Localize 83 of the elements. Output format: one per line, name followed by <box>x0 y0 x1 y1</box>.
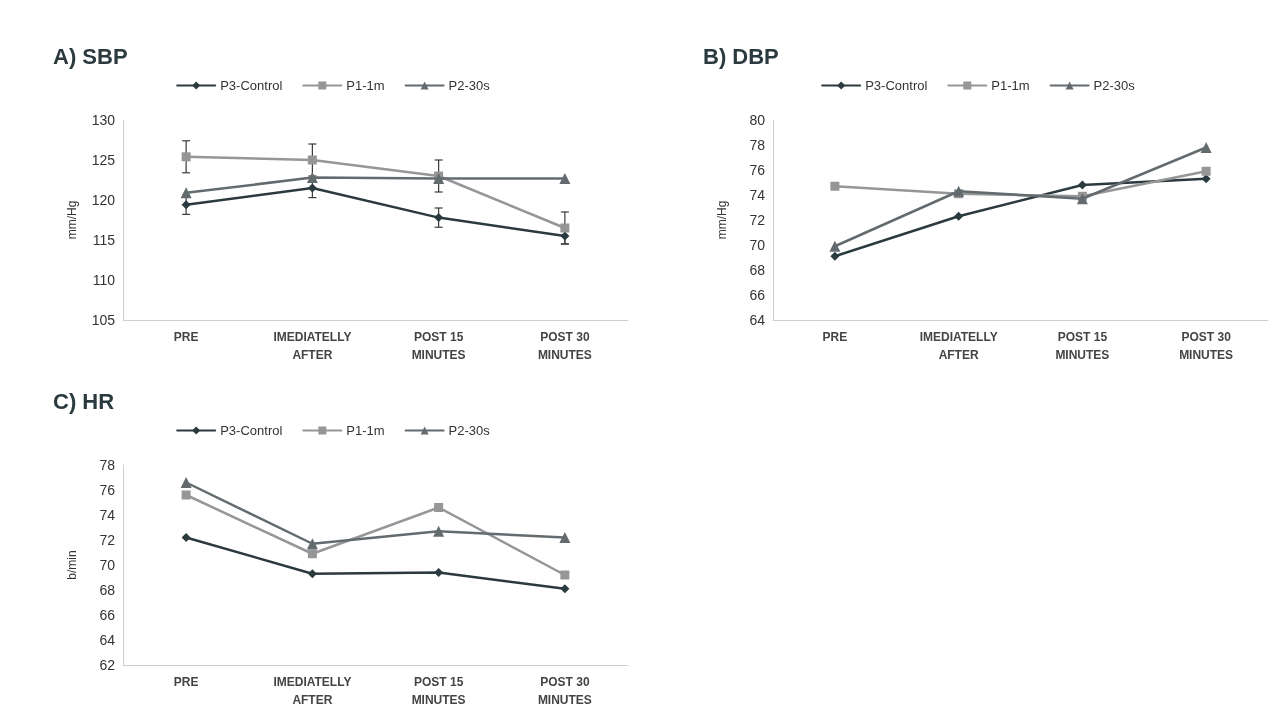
point <box>560 223 570 233</box>
y-tick-label: 66 <box>749 287 766 303</box>
y-tick-label: 68 <box>749 262 766 278</box>
point <box>560 570 570 580</box>
point <box>181 490 191 500</box>
x-tick-label: POST 30 MINUTES <box>537 675 592 707</box>
point <box>954 211 964 221</box>
x-tick-label: PRE <box>173 675 199 689</box>
point <box>307 549 317 559</box>
point <box>1077 180 1087 190</box>
point <box>1201 166 1211 176</box>
y-tick-label: 115 <box>92 232 116 248</box>
x-tick-label: IMEDIATELLY AFTER <box>273 675 352 707</box>
y-tick-label: 62 <box>99 657 116 673</box>
point <box>559 172 571 184</box>
chart-title: A) SBP <box>53 43 128 69</box>
legend-label: P1-1m <box>346 423 385 438</box>
x-tick-label: POST 15 MINUTES <box>411 330 466 362</box>
y-tick-label: 76 <box>749 162 766 178</box>
chart-title: B) DBP <box>703 43 779 69</box>
point <box>307 155 317 165</box>
y-tick-label: 70 <box>749 237 766 253</box>
point <box>433 525 445 537</box>
point <box>307 183 317 193</box>
point <box>180 187 192 199</box>
point <box>434 213 444 223</box>
y-tick-label: 78 <box>749 137 766 153</box>
point <box>181 533 191 542</box>
legend-label: P2-30s <box>448 78 491 93</box>
point <box>953 185 965 197</box>
point <box>830 181 840 191</box>
point <box>1201 174 1211 184</box>
y-tick-label: 72 <box>749 212 766 228</box>
legend-label: P2-30s <box>448 423 491 438</box>
y-tick-label: 66 <box>99 607 116 623</box>
y-tick-label: 120 <box>91 192 116 208</box>
point <box>1200 142 1212 153</box>
legend-label: P3-Control <box>865 78 928 93</box>
point <box>559 532 571 543</box>
y-tick-label: 64 <box>749 312 766 328</box>
y-axis-title: mm/Hg <box>715 200 729 240</box>
y-tick-label: 78 <box>99 457 116 473</box>
y-tick-label: 74 <box>99 507 116 523</box>
legend-label: P3-Control <box>220 423 283 438</box>
point <box>306 538 318 550</box>
point <box>829 240 841 252</box>
legend-label: P2-30s <box>1093 78 1136 93</box>
y-tick-label: 68 <box>99 582 116 598</box>
x-tick-label: POST 15 MINUTES <box>411 675 466 707</box>
y-axis-title: mm/Hg <box>65 200 79 240</box>
y-tick-label: 70 <box>99 557 116 573</box>
point <box>307 569 317 579</box>
legend-label: P1-1m <box>346 78 385 93</box>
point <box>830 251 840 261</box>
x-tick-label: IMEDIATELLY AFTER <box>919 330 998 362</box>
y-tick-label: 110 <box>92 272 116 288</box>
point <box>181 200 191 210</box>
x-tick-label: POST 15 MINUTES <box>1055 330 1110 362</box>
x-tick-label: POST 30 MINUTES <box>1179 330 1234 362</box>
chart-title: C) HR <box>53 388 115 414</box>
y-tick-label: 64 <box>99 632 116 648</box>
y-tick-label: 125 <box>91 152 116 168</box>
point <box>306 172 318 184</box>
point <box>181 152 191 162</box>
y-axis-title: b/min <box>65 550 79 580</box>
legend-label: P1-1m <box>991 78 1030 93</box>
y-tick-label: 72 <box>99 532 116 548</box>
point <box>560 231 570 241</box>
point <box>180 477 192 488</box>
point <box>1076 193 1088 205</box>
x-tick-label: PRE <box>822 330 848 344</box>
y-tick-label: 130 <box>91 112 116 128</box>
y-tick-label: 76 <box>99 482 116 498</box>
point <box>434 568 444 577</box>
x-tick-label: PRE <box>173 330 199 344</box>
y-tick-label: 74 <box>749 187 766 203</box>
point <box>560 584 570 594</box>
x-tick-label: POST 30 MINUTES <box>537 330 592 362</box>
x-tick-label: IMEDIATELLY AFTER <box>273 330 352 362</box>
y-tick-label: 105 <box>91 312 116 328</box>
point <box>434 503 444 512</box>
y-tick-label: 80 <box>749 112 766 128</box>
legend-label: P3-Control <box>220 78 283 93</box>
